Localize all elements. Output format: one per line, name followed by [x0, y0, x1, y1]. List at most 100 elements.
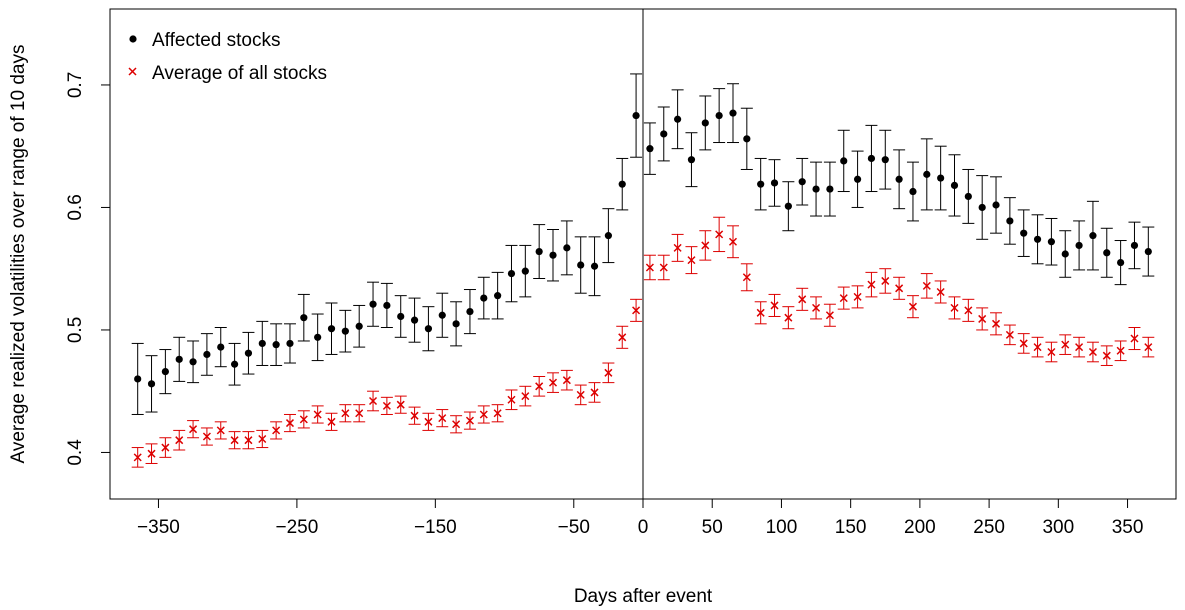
x-tick-label: 350 [1112, 517, 1144, 538]
data-point [687, 156, 696, 164]
data-point [535, 382, 544, 391]
data-point [258, 339, 266, 348]
data-point [770, 179, 779, 187]
data-point [272, 426, 281, 435]
data-point [341, 409, 350, 418]
data-point [369, 396, 378, 406]
data-point [576, 390, 585, 399]
data-point [1075, 241, 1083, 250]
y-axis: 0.4 0.5 0.6 0.7 [65, 72, 110, 466]
data-point [1144, 247, 1152, 256]
data-point [770, 301, 779, 310]
data-point [756, 308, 765, 317]
data-point [244, 436, 253, 445]
data-point [867, 280, 876, 289]
data-point [604, 232, 612, 240]
data-point [784, 202, 792, 210]
legend-label-affected-stocks: Affected stocks [152, 30, 281, 51]
data-point [881, 156, 889, 164]
data-point [1102, 351, 1111, 360]
data-point [230, 360, 239, 368]
data-point [895, 175, 903, 183]
data-point [632, 111, 640, 120]
data-point [133, 453, 142, 462]
data-point [535, 247, 543, 256]
x-tick-label: 200 [904, 517, 936, 538]
data-point [410, 316, 419, 324]
legend-marker-affected-stocks [129, 35, 137, 43]
data-point [507, 395, 516, 404]
data-point [646, 145, 654, 153]
data-point [867, 154, 876, 163]
legend: Affected stocks Average of all stocks [128, 30, 327, 84]
data-point [383, 301, 391, 310]
data-point [299, 415, 308, 424]
legend-marker-average-all-stocks [128, 67, 137, 76]
data-point [908, 302, 917, 311]
data-point [577, 261, 585, 269]
data-point [452, 320, 460, 328]
data-point [480, 294, 488, 302]
data-point [396, 400, 405, 409]
y-tick-label: 0.5 [65, 317, 86, 343]
data-point [978, 203, 986, 212]
data-point [466, 307, 474, 316]
data-point [147, 380, 156, 388]
data-point [258, 434, 267, 444]
data-point [1144, 343, 1153, 352]
data-point [562, 376, 571, 385]
x-tick-label: 50 [702, 517, 723, 538]
data-point [397, 312, 405, 321]
data-point [189, 425, 198, 434]
data-point [285, 419, 295, 428]
data-point [1047, 238, 1056, 246]
data-point [369, 300, 377, 308]
data-point [660, 130, 668, 138]
data-point [936, 287, 945, 297]
data-point [355, 322, 363, 330]
data-point [839, 294, 848, 303]
data-point [161, 443, 170, 452]
x-axis: −350 −250 −150 −50 0 50 100 150 200 250 300 350 [137, 499, 1143, 538]
data-point [964, 306, 973, 315]
data-series [131, 73, 1155, 468]
data-point [1047, 347, 1056, 357]
data-point [341, 327, 349, 335]
data-point [991, 319, 1001, 328]
data-point [950, 181, 959, 189]
data-point [355, 409, 364, 418]
y-tick-label: 0.6 [65, 194, 86, 220]
x-tick-label: 150 [835, 517, 867, 538]
data-point [632, 306, 641, 315]
data-point [424, 417, 433, 426]
data-point [1033, 235, 1042, 243]
data-point [217, 343, 225, 351]
data-point [134, 375, 142, 383]
data-point [840, 157, 848, 165]
y-axis-label: Average realized volatilities over range… [8, 45, 29, 464]
data-point [1088, 347, 1097, 357]
x-tick-label: 0 [638, 517, 649, 538]
data-point [313, 410, 322, 419]
y-tick-label: 0.7 [65, 72, 86, 98]
data-point [1117, 258, 1125, 267]
data-point [784, 313, 793, 322]
data-point [147, 449, 156, 458]
x-tick-label: −50 [558, 517, 590, 538]
x-tick-label: −250 [275, 517, 318, 538]
data-point [438, 311, 446, 319]
data-point [1130, 334, 1139, 343]
data-point [742, 273, 751, 282]
data-point [549, 251, 557, 259]
data-point [438, 414, 447, 423]
y-tick-label: 0.4 [65, 439, 86, 466]
data-point [382, 401, 391, 410]
data-point [327, 417, 336, 426]
data-point [645, 263, 654, 272]
data-point [202, 432, 211, 441]
data-point [189, 358, 197, 366]
x-tick-label: −350 [137, 517, 180, 538]
data-point [203, 350, 211, 359]
data-point [715, 230, 724, 239]
